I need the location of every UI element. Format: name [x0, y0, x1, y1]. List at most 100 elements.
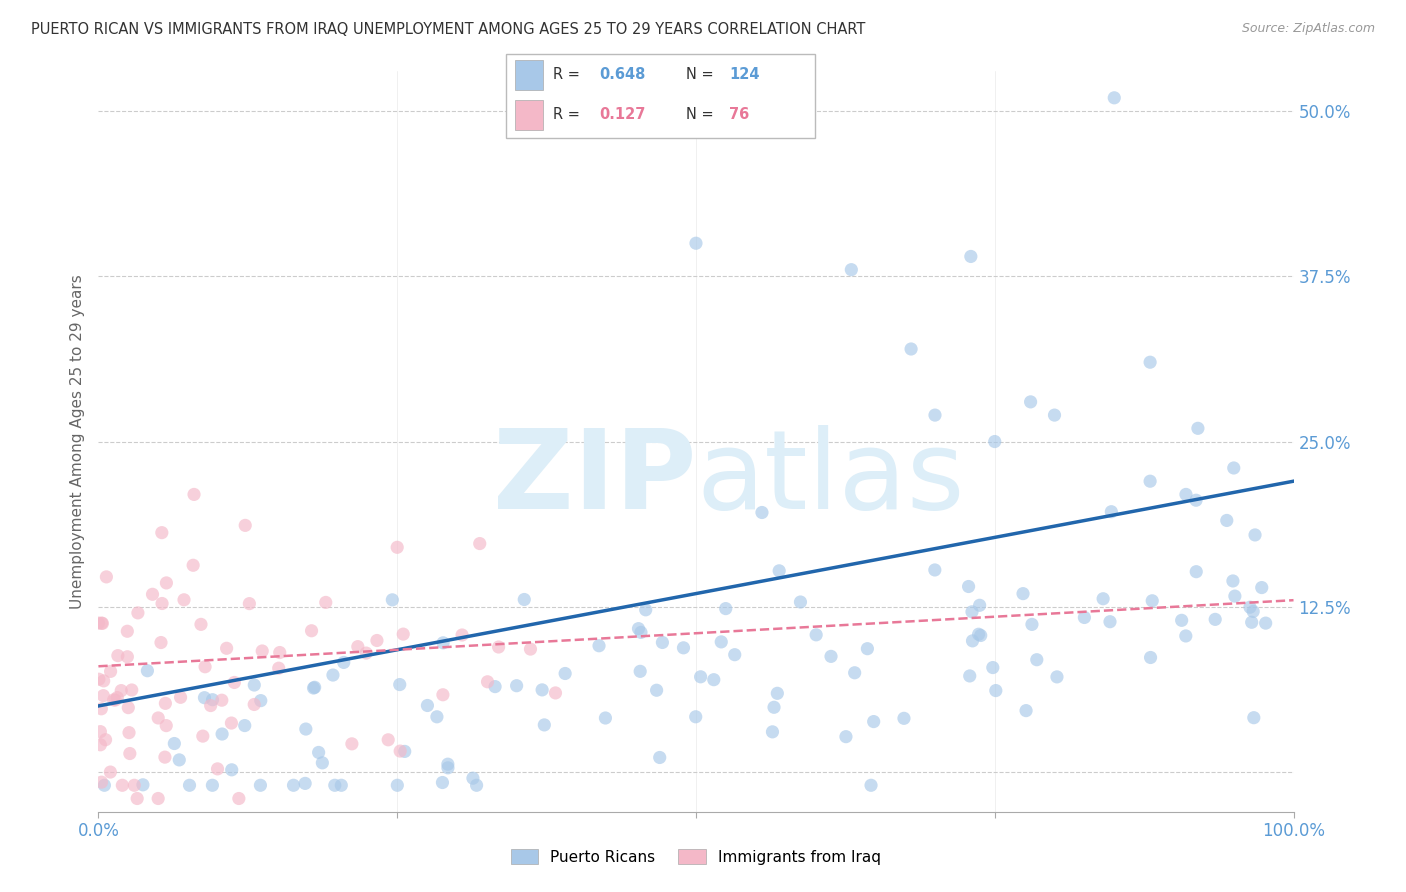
Point [544, 686, 567, 700]
Point [308, 746, 330, 760]
Point [900, 342, 922, 356]
Point [630, 625, 652, 640]
Point [169, 753, 191, 767]
Point [200, 698, 222, 713]
Point [304, 681, 326, 695]
Point [844, 665, 866, 680]
Point [173, 592, 195, 607]
Point [221, 716, 243, 731]
Point [127, 791, 149, 805]
Point [153, 750, 176, 764]
Point [1222, 574, 1244, 588]
Point [221, 763, 243, 777]
Point [519, 642, 541, 657]
Point [862, 714, 884, 729]
Point [703, 673, 725, 687]
Point [387, 778, 409, 792]
Point [103, 693, 125, 707]
Point [127, 606, 149, 620]
Y-axis label: Unemployment Among Ages 25 to 29 years: Unemployment Among Ages 25 to 29 years [69, 274, 84, 609]
Point [301, 624, 323, 638]
Point [169, 690, 191, 705]
Point [150, 597, 173, 611]
Point [841, 262, 863, 277]
Point [267, 661, 290, 675]
Point [505, 679, 527, 693]
Point [90, 702, 112, 716]
Point [163, 737, 186, 751]
Point [87, 616, 110, 631]
Point [332, 656, 354, 670]
Point [714, 601, 737, 615]
Point [294, 776, 316, 790]
Point [111, 778, 134, 792]
Point [181, 558, 204, 573]
Point [465, 778, 488, 792]
Point [183, 487, 205, 501]
Point [628, 665, 651, 679]
Point [461, 771, 484, 785]
Point [924, 563, 946, 577]
Point [1142, 594, 1164, 608]
Point [672, 640, 695, 655]
Text: 76: 76 [728, 107, 749, 122]
Point [340, 737, 363, 751]
FancyBboxPatch shape [506, 54, 815, 138]
Point [311, 756, 333, 770]
Point [766, 686, 789, 700]
Point [155, 718, 177, 732]
Bar [516, 100, 543, 130]
Point [689, 670, 711, 684]
Point [959, 669, 981, 683]
Point [179, 778, 201, 792]
Point [1043, 408, 1066, 422]
Point [595, 711, 617, 725]
Point [488, 640, 510, 654]
Point [148, 711, 170, 725]
Point [389, 744, 412, 758]
Point [90, 775, 112, 789]
Point [201, 692, 224, 706]
Point [969, 599, 991, 613]
Point [302, 681, 325, 695]
Point [804, 628, 827, 642]
Point [215, 641, 238, 656]
Point [651, 635, 673, 649]
Point [1012, 587, 1035, 601]
Point [100, 665, 122, 679]
Point [93, 689, 115, 703]
Point [243, 698, 266, 712]
Point [477, 674, 499, 689]
Point [96, 570, 118, 584]
Point [820, 649, 842, 664]
Point [93, 673, 115, 688]
Point [191, 729, 214, 743]
Point [1098, 615, 1121, 629]
Legend: Puerto Ricans, Immigrants from Iraq: Puerto Ricans, Immigrants from Iraq [505, 843, 887, 871]
Point [432, 636, 454, 650]
Point [967, 627, 990, 641]
Point [1204, 612, 1226, 626]
Point [201, 778, 224, 792]
Point [388, 677, 411, 691]
Point [93, 778, 115, 792]
Point [1244, 528, 1267, 542]
Point [751, 506, 773, 520]
Point [150, 525, 173, 540]
Point [1092, 591, 1115, 606]
Point [957, 580, 980, 594]
Point [1185, 493, 1208, 508]
Point [381, 592, 404, 607]
Point [763, 700, 786, 714]
Point [193, 690, 215, 705]
Text: atlas: atlas [696, 425, 965, 532]
Point [132, 778, 155, 792]
Point [1139, 355, 1161, 369]
Point [789, 595, 811, 609]
Point [233, 718, 256, 732]
Point [484, 680, 506, 694]
Point [1243, 711, 1265, 725]
Point [249, 693, 271, 707]
Point [1170, 613, 1192, 627]
Point [960, 605, 983, 619]
